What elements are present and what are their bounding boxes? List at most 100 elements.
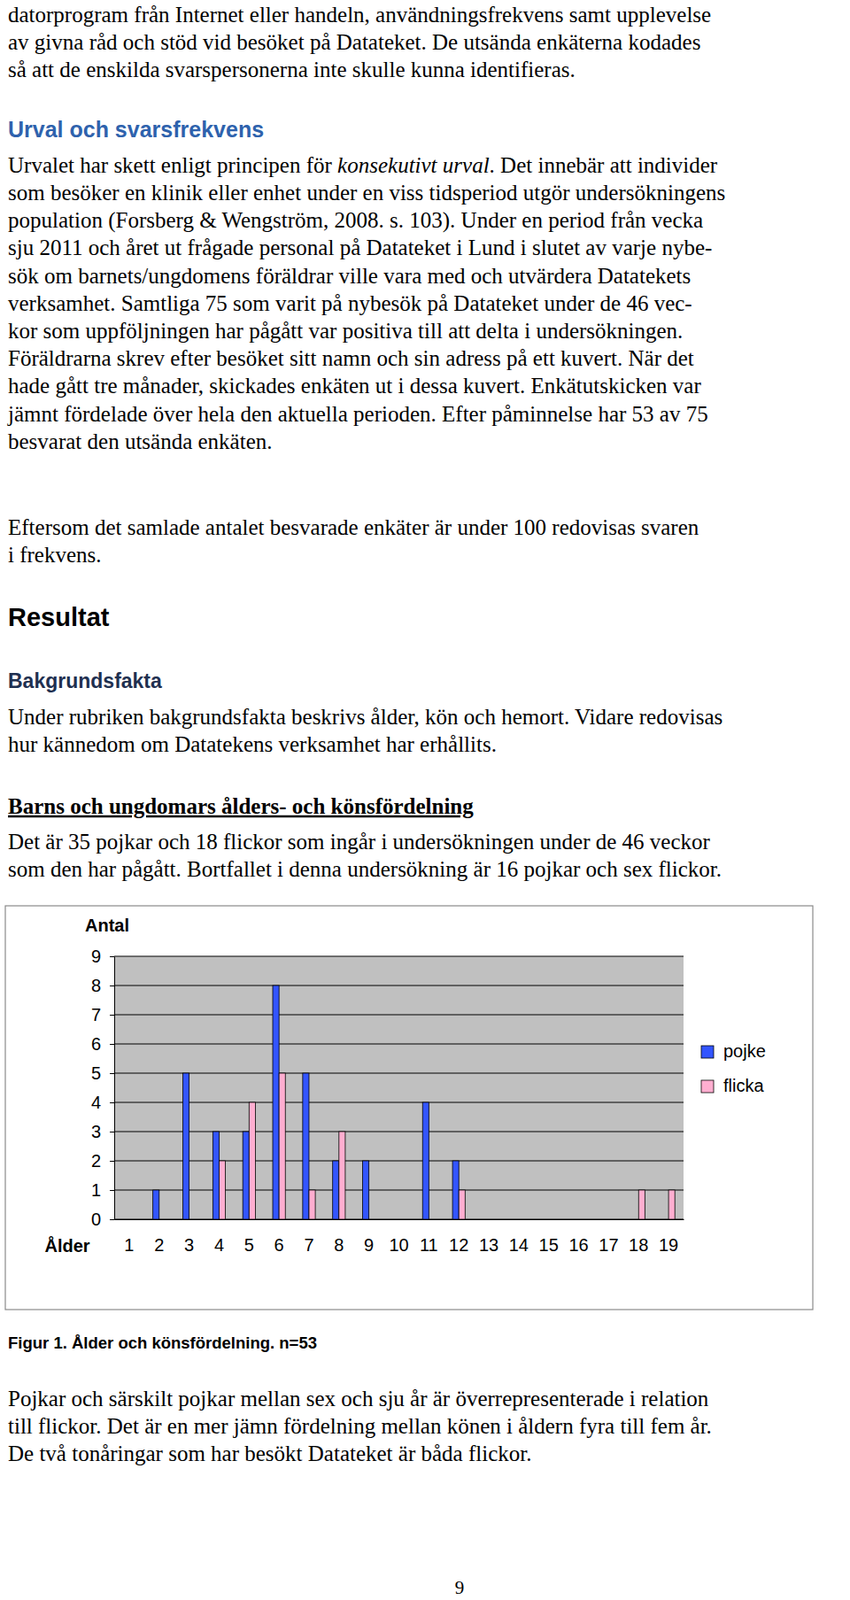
tick-label: 1 [123,1235,134,1255]
tick-label: 1 [91,1180,101,1200]
heading-large: Resultat [7,602,110,632]
caption: Figur 1. Ålder och könsfördelning. n=53 [7,1333,317,1353]
y-axis-title: Antal [85,915,130,935]
tick-label: 2 [154,1235,164,1255]
bar [548,1219,556,1221]
bar [392,1219,399,1221]
bar [182,1073,189,1220]
tick: 19 [658,1235,679,1255]
bars [153,985,676,1220]
grid-line [114,1014,684,1016]
tick-label: 7 [91,1004,101,1025]
tick: 3 [184,1235,194,1255]
tick: 2 [154,1235,164,1255]
tick-label: 4 [214,1235,225,1255]
bar [668,1190,675,1220]
tick-label: 6 [274,1235,285,1255]
axis-line [114,957,116,1221]
bar [542,1219,549,1221]
bar [571,1219,579,1221]
bar [363,1160,370,1220]
tick-mark [109,956,115,958]
bar [452,1160,459,1220]
bar [248,1102,255,1220]
bar [602,1219,609,1221]
tick-label: 10 [388,1235,409,1255]
body: datorprogram från Internet eller handeln… [7,2,711,27]
body: jämnt fördelade över hela den aktuella p… [7,401,709,426]
tick: 4 [91,1092,115,1113]
y-axis: 0123456789 [91,946,116,1229]
tick-mark [109,1102,115,1104]
bar [638,1190,645,1220]
tick-mark [109,1014,115,1016]
heading-sub: Bakgrundsfakta [7,669,163,693]
tick: 5 [244,1235,255,1255]
grid-line [114,1190,684,1191]
bar [518,1219,526,1221]
body: Eftersom det samlade antalet besvarade e… [7,515,700,540]
grid-line [114,956,684,958]
legend-swatch [701,1045,714,1059]
tick-mark [109,1190,115,1191]
bar [608,1219,615,1221]
tick: 2 [91,1151,115,1171]
body: som den har pågått. Bortfallet i denna u… [7,857,722,881]
tick: 12 [448,1235,469,1255]
body: sök om barnets/ungdomens föräldrar ville… [7,263,691,288]
tick-label: 14 [509,1235,529,1255]
legend-swatch [701,1080,714,1093]
body: verksamhet. Samtliga 75 som varit på nyb… [7,291,693,316]
tick: 8 [91,975,115,996]
grid-line [114,1043,684,1045]
bar [512,1219,519,1221]
bar [123,1219,130,1221]
legend-label: flicka [723,1075,765,1096]
x-axis-title: Ålder [44,1235,90,1256]
bar-series [218,1073,675,1220]
bar [242,1131,249,1220]
body: Under rubriken bakgrundsfakta beskrivs å… [7,704,723,729]
tick-label: 6 [91,1034,101,1054]
tick: 1 [91,1180,115,1200]
tick-label: 0 [91,1209,101,1229]
tick: 6 [274,1235,285,1255]
bar [212,1131,219,1220]
text-run: . Det innebär att individer [489,153,719,178]
tick: 7 [303,1235,314,1255]
grid-line [114,1131,684,1133]
tick: 17 [598,1235,619,1255]
tick: 4 [214,1235,225,1255]
tick-label: 5 [244,1235,255,1255]
bar [332,1160,340,1220]
bar [632,1219,639,1221]
grid [114,956,684,1220]
document-text: datorprogram från Internet eller handeln… [7,2,726,1600]
body: i frekvens. [7,542,102,567]
body: Föräldrarna skrev efter besöket sitt nam… [7,346,695,371]
chart-frame [5,905,813,1310]
tick-label: 19 [658,1235,679,1255]
tick: 6 [91,1034,115,1054]
tick: 7 [91,1004,115,1025]
body: Pojkar och särskilt pojkar mellan sex oc… [7,1386,710,1411]
tick-label: 8 [333,1235,344,1255]
tick: 8 [333,1235,344,1255]
tick-label: 9 [91,946,101,966]
tick-label: 15 [539,1235,559,1255]
tick-mark [109,985,115,987]
bar [189,1219,196,1221]
bar-series [153,985,460,1220]
bar [272,985,279,1220]
chart: 012345678912345678910111213141516171819A… [5,905,813,1310]
tick-label: 5 [91,1063,101,1083]
body: sju 2011 och året ut frågade personal på… [7,235,712,260]
body: av givna råd och stöd vid besöket på Dat… [7,30,701,55]
bar [218,1160,225,1220]
heading-blue: Urval och svarsfrekvens [7,116,264,142]
grid-line [114,985,684,987]
bar [339,1131,346,1220]
grid-line [114,1073,684,1075]
page: datorprogram från Internet eller handeln… [0,0,850,1600]
tick-label: 9 [363,1235,374,1255]
